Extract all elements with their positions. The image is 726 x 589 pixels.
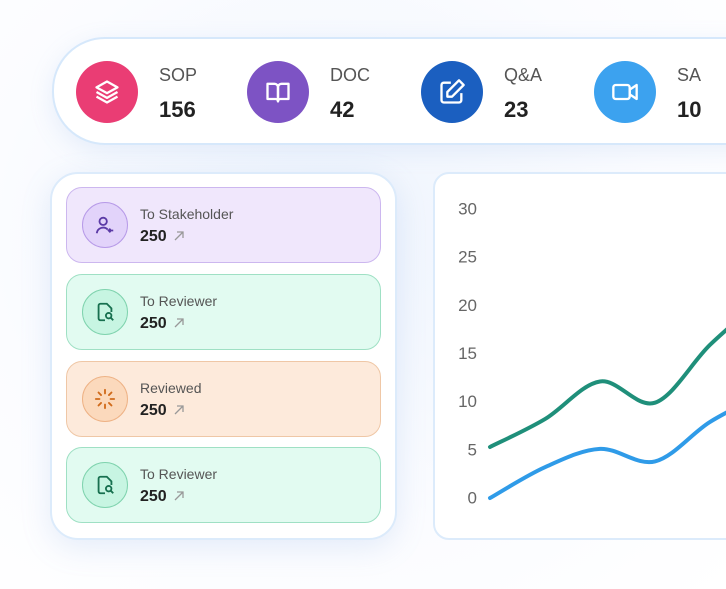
card-value: 250 [140, 228, 167, 245]
status-card[interactable]: To Reviewer 250 [66, 274, 381, 350]
y-tick-label: 20 [458, 296, 477, 315]
stat-value: 42 [330, 97, 355, 122]
status-card[interactable]: To Reviewer 250 [66, 447, 381, 523]
stat-label: SA [677, 65, 702, 85]
card-icon [82, 289, 128, 335]
stat-label: Q&A [504, 65, 543, 85]
stat-icon [76, 61, 138, 123]
stat-value: 156 [159, 97, 196, 122]
y-tick-label: 30 [458, 199, 477, 218]
stat-icon [594, 61, 656, 123]
stat-icon [247, 61, 309, 123]
stat-label: DOC [330, 65, 370, 85]
card-label: To Reviewer [140, 466, 218, 482]
y-tick-label: 5 [468, 440, 477, 459]
stats-bar: SOP 156 DOC 42 Q&A 23 SA 10 [52, 37, 726, 145]
line [488, 327, 726, 449]
card-label: To Stakeholder [140, 206, 234, 222]
y-tick-label: 0 [468, 488, 477, 507]
card-label: Reviewed [140, 380, 202, 396]
stat-label: SOP [159, 65, 198, 85]
chart: 0 5 10 15 20 25 30 [458, 199, 726, 507]
status-panel: To Stakeholder 250 To Reviewer 250 Revie… [50, 172, 397, 540]
y-tick-label: 25 [458, 248, 477, 267]
card-value: 250 [140, 402, 167, 419]
card-value: 250 [140, 488, 167, 505]
stat-value: 23 [504, 97, 529, 122]
y-tick-label: 15 [458, 344, 477, 363]
card-label: To Reviewer [140, 293, 218, 309]
card-value: 250 [140, 315, 167, 332]
stat-icon [421, 61, 483, 123]
status-card[interactable]: Reviewed 250 [66, 361, 381, 437]
y-tick-label: 10 [458, 392, 477, 411]
stat-value: 10 [677, 97, 702, 122]
card-icon [82, 462, 128, 508]
status-card[interactable]: To Stakeholder 250 [66, 187, 381, 263]
line [488, 410, 726, 501]
card-icon [82, 376, 128, 422]
chart-card: 0 5 10 15 20 25 30 [433, 172, 726, 540]
card-icon [82, 202, 128, 248]
